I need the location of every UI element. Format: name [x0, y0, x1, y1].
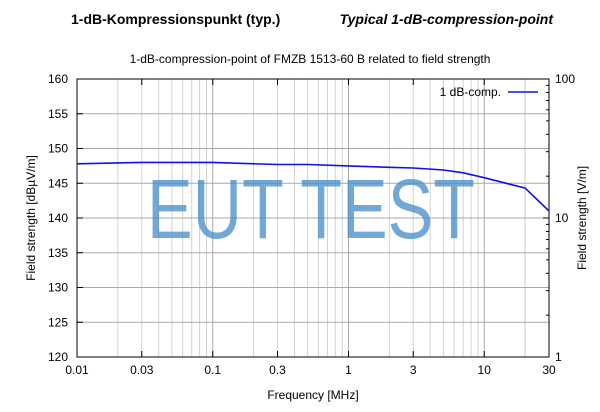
x-tick-label: 0.03 — [130, 363, 154, 377]
y2-tick-label: 10 — [555, 211, 569, 225]
x-tick-label: 10 — [478, 363, 492, 377]
watermark-text: EUT TEST — [147, 162, 475, 256]
x-tick-label: 0.01 — [65, 363, 89, 377]
y-tick-label: 150 — [48, 142, 68, 156]
y2-tick-label: 1 — [555, 350, 562, 364]
x-tick-label: 0.1 — [204, 363, 221, 377]
y-tick-label: 145 — [48, 176, 68, 190]
y-tick-label: 140 — [48, 211, 68, 225]
y-tick-label: 120 — [48, 350, 68, 364]
series-line-1db-comp — [76, 161, 550, 212]
y-tick-label: 160 — [48, 72, 68, 86]
x-tick-label: 30 — [542, 363, 556, 377]
x-tick-label: 0.3 — [269, 363, 286, 377]
y-tick-label: 135 — [48, 246, 68, 260]
y2-axis-title: Field strength [V/m] — [575, 166, 589, 270]
legend-label: 1 dB-comp. — [440, 85, 501, 99]
chart-title: 1-dB-compression-point of FMZB 1513-60 B… — [130, 52, 491, 66]
x-tick-label: 3 — [410, 363, 417, 377]
y-tick-label: 130 — [48, 281, 68, 295]
y-tick-label: 155 — [48, 107, 68, 121]
header-right-title: Typical 1-dB-compression-point — [339, 11, 553, 27]
y2-tick-label: 100 — [555, 72, 575, 86]
x-tick-label: 1 — [345, 363, 352, 377]
header-left-title: 1-dB-Kompressionspunkt (typ.) — [71, 11, 281, 27]
y-axis-title: Field strength [dBµV/m] — [24, 155, 38, 281]
y-tick-label: 125 — [48, 315, 68, 329]
x-axis-title: Frequency [MHz] — [267, 388, 358, 402]
